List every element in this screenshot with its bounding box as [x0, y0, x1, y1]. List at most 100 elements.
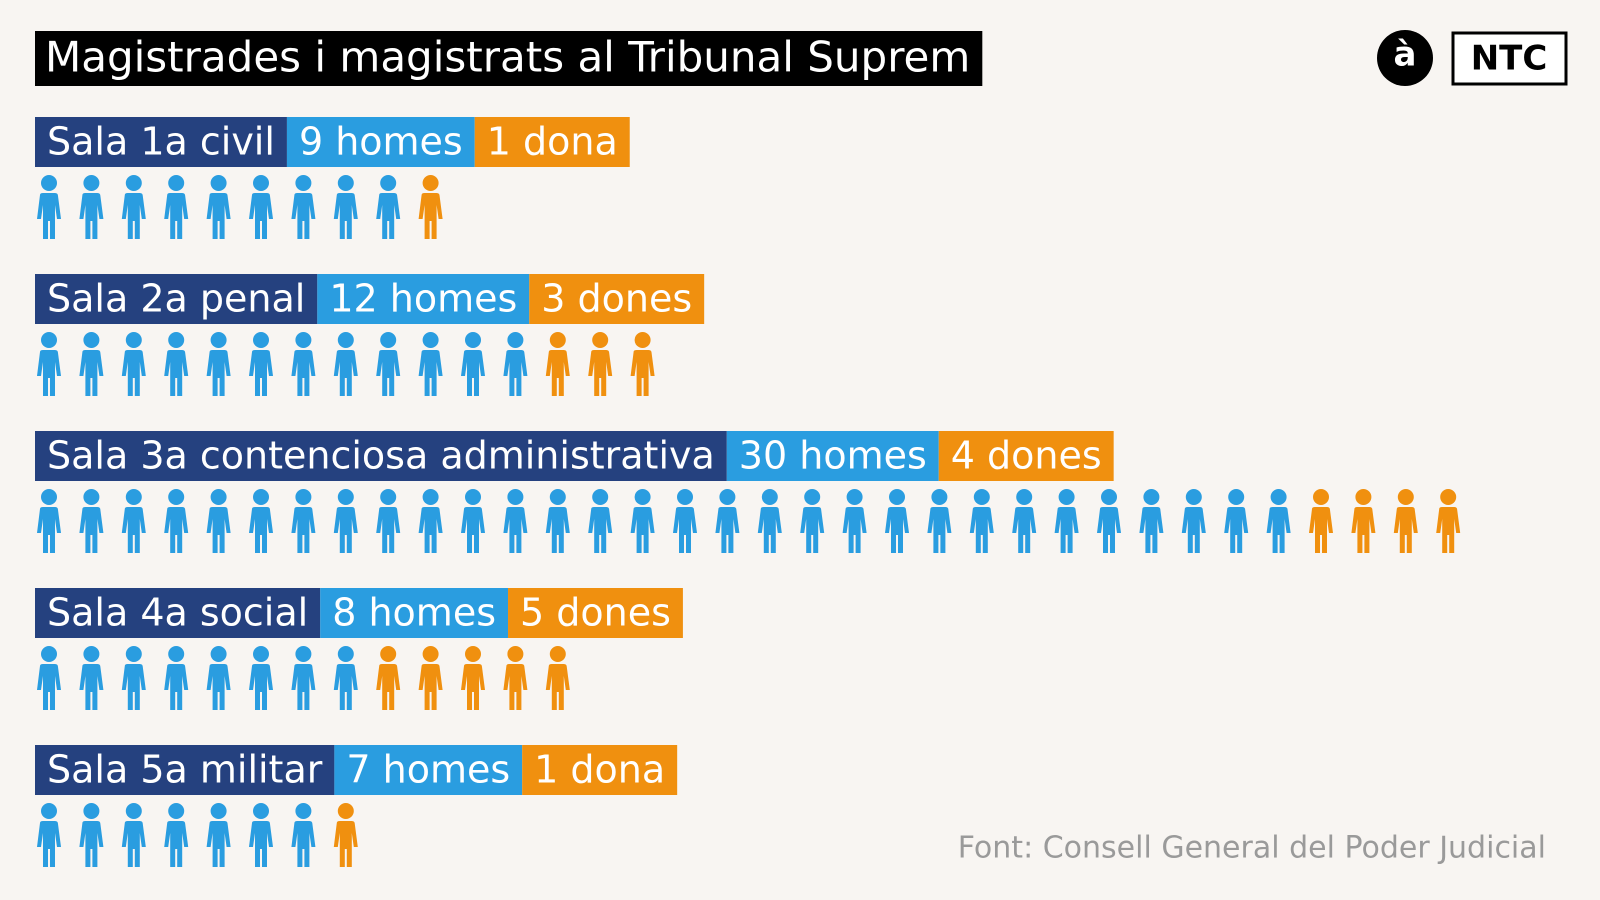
person-body: [37, 821, 61, 867]
person-head: [83, 646, 100, 662]
person-body: [164, 507, 189, 553]
person-body: [1351, 507, 1376, 553]
person-head: [41, 332, 57, 348]
person-body: [503, 664, 528, 710]
person-body: [588, 350, 613, 396]
person-head: [253, 803, 269, 819]
person-body: [37, 193, 61, 239]
person-head: [1228, 489, 1245, 505]
person-head: [83, 489, 100, 505]
logo-ntc: NTC: [1471, 39, 1548, 79]
person-body: [376, 193, 401, 239]
person-head: [549, 489, 566, 505]
category-label-background: [35, 117, 287, 167]
person-head: [125, 332, 142, 348]
person-body: [79, 507, 104, 553]
person-body: [333, 664, 358, 710]
person-body: [121, 350, 146, 396]
person-body: [1054, 507, 1079, 553]
person-body: [37, 350, 61, 396]
person-body: [333, 193, 358, 239]
value-label: 7 homes: [346, 748, 510, 792]
source: Font: Consell General del Poder Judicial: [958, 831, 1546, 866]
person-head: [422, 175, 439, 191]
person-head: [168, 332, 185, 348]
value-label-background: [334, 745, 523, 795]
category-label-background: [35, 745, 335, 795]
person-head: [380, 332, 397, 348]
person-head: [337, 332, 354, 348]
person-body: [249, 507, 273, 553]
person-body: [333, 507, 358, 553]
person-head: [295, 175, 312, 191]
person-body: [800, 507, 825, 553]
person-body: [79, 193, 104, 239]
person-head: [253, 332, 269, 348]
person-body: [461, 350, 485, 396]
person-body: [1097, 507, 1121, 553]
person-head: [125, 646, 142, 662]
person-body: [333, 821, 358, 867]
person-head: [210, 646, 227, 662]
logo-box: [1451, 31, 1568, 86]
value-label-background: [529, 274, 705, 324]
person-body: [588, 507, 613, 553]
category-label-background: [35, 588, 321, 638]
person-body: [1436, 507, 1461, 553]
person-head: [761, 489, 778, 505]
person-body: [715, 507, 740, 553]
person-head: [337, 803, 354, 819]
person-head: [210, 803, 227, 819]
category-label: Sala 1a civil: [47, 120, 275, 164]
category-label-background: [35, 274, 318, 324]
person-body: [545, 507, 570, 553]
person-head: [295, 489, 312, 505]
person-head: [507, 646, 524, 662]
person-head: [168, 803, 185, 819]
icon-group: [37, 175, 401, 239]
person-head: [1016, 489, 1033, 505]
person-head: [1270, 489, 1287, 505]
person-head: [634, 332, 651, 348]
person-head: [295, 646, 312, 662]
person-body: [1393, 507, 1418, 553]
person-body: [121, 507, 146, 553]
person-body: [418, 350, 443, 396]
person-body: [1224, 507, 1249, 553]
person-head: [465, 646, 481, 662]
person-head: [1313, 489, 1329, 505]
category-label: Sala 5a militar: [47, 748, 323, 792]
person-body: [37, 664, 61, 710]
person-head: [592, 332, 609, 348]
value-label: 5 dones: [520, 591, 671, 635]
person-body: [376, 350, 401, 396]
icon-group: [333, 803, 358, 867]
person-body: [164, 664, 189, 710]
person-body: [206, 507, 231, 553]
person-body: [79, 664, 104, 710]
person-head: [1143, 489, 1160, 505]
icon-group: [376, 646, 570, 710]
person-head: [634, 489, 651, 505]
person-body: [164, 821, 189, 867]
person-head: [931, 489, 948, 505]
value-label-background: [320, 588, 509, 638]
person-head: [168, 175, 185, 191]
person-body: [418, 507, 443, 553]
person-head: [380, 489, 397, 505]
person-body: [885, 507, 909, 553]
person-head: [804, 489, 821, 505]
person-head: [125, 175, 142, 191]
person-head: [295, 803, 312, 819]
person-body: [79, 350, 104, 396]
icon-group: [37, 803, 316, 867]
person-body: [121, 664, 146, 710]
person-head: [337, 175, 354, 191]
person-head: [1440, 489, 1457, 505]
person-head: [83, 803, 100, 819]
value-label: 8 homes: [332, 591, 496, 635]
person-body: [1309, 507, 1333, 553]
person-body: [206, 193, 231, 239]
value-label-background: [317, 274, 530, 324]
person-body: [503, 507, 528, 553]
